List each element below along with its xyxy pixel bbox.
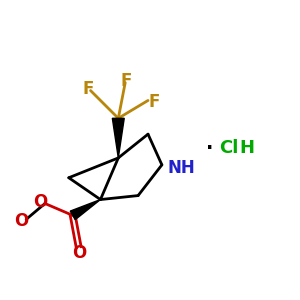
Text: O: O (14, 212, 28, 230)
Text: F: F (148, 93, 160, 111)
Text: F: F (83, 80, 94, 98)
Polygon shape (112, 118, 124, 158)
Text: F: F (121, 72, 132, 90)
Text: Cl: Cl (219, 139, 239, 157)
Text: O: O (73, 244, 87, 262)
Text: H: H (239, 139, 254, 157)
Polygon shape (70, 200, 100, 220)
Text: ·: · (206, 139, 213, 158)
Text: NH: NH (168, 159, 196, 177)
Text: O: O (33, 193, 47, 211)
